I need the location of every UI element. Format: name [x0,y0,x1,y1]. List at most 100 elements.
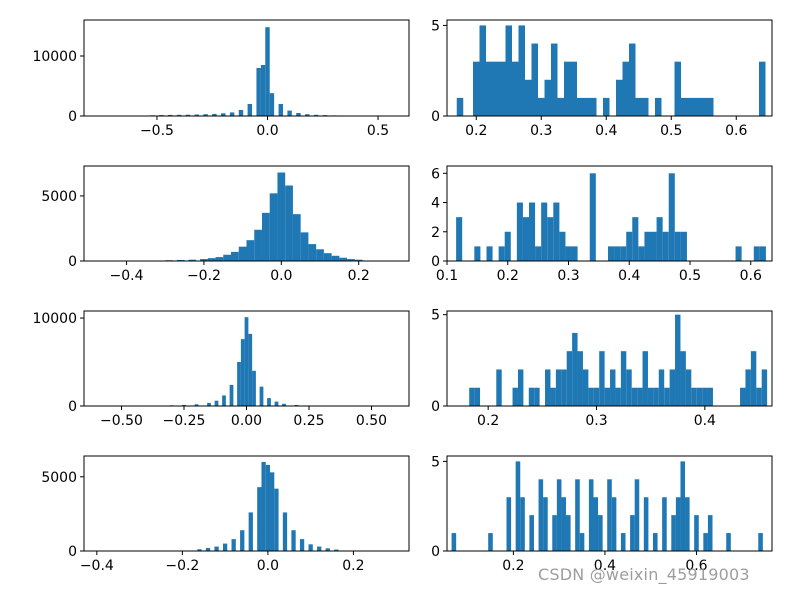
x-tick-label: 0.5 [367,123,389,139]
histogram-bar [292,214,301,261]
histogram-bar [579,533,585,551]
histogram-bar [237,362,241,406]
histogram-bar [473,61,480,116]
watermark: CSDN @weixin_45919003 [538,565,750,584]
histogram-bar [696,387,703,406]
axes-frame [446,19,773,117]
histogram-bar [675,497,681,551]
histogram-bar [685,497,690,551]
histogram-bar [758,533,763,551]
histogram-bar [261,461,266,551]
y-tick-label: 0 [431,399,440,415]
histogram-bar [614,246,621,261]
histogram-bar [583,97,590,116]
histogram-bar [610,369,616,406]
histogram-bar [207,258,216,261]
histogram-bar [662,231,669,261]
x-tick-label: 0.5 [660,123,682,139]
histogram-bar [547,217,554,261]
y-tick-label: 5000 [41,470,77,486]
histogram-bar [735,246,742,261]
histogram-bar [691,387,697,406]
histogram-bar [182,404,186,406]
x-tick-label: −0.4 [110,268,144,284]
histogram-bar [652,533,658,551]
histogram-bar [707,387,713,406]
axes-frame [83,455,410,552]
subplot-r4-c1: −0.4 −0.2 0.0 0.2 0 5000 [41,455,410,574]
histogram-bar [512,387,518,406]
histogram-bar [707,515,713,551]
histogram-bar [564,61,571,116]
histogram-bar [599,351,605,406]
histogram-bar [552,515,557,551]
histogram-bar [534,387,540,406]
histogram-bar [469,387,475,406]
histogram-bar [300,232,309,261]
histogram-bar [221,113,226,116]
histogram-bar [726,533,731,551]
histogram-bar [622,61,629,116]
histogram-bar [528,387,535,406]
histogram-bar [504,231,511,261]
histogram-bar [214,400,219,406]
histogram-bar [543,497,548,551]
histogram-bar [313,114,319,116]
subplot-r3-c2: 0.2 0.3 0.4 0 5 [431,308,773,429]
histogram-bar [308,244,317,261]
histogram-bar [626,369,632,406]
x-tick-label: 0.0 [270,268,292,284]
histogram-bar [703,533,708,551]
histogram-bar [265,464,271,551]
histogram-bar [347,259,355,261]
histogram-bar [492,61,499,116]
histogram-bar [631,387,638,406]
y-tick-label: 0 [431,544,440,560]
histogram-bar [647,387,654,406]
x-tick-label: −0.25 [163,413,206,429]
histogram-bar [561,369,567,406]
histogram-bar [325,548,330,551]
histogram-bar [296,113,301,116]
histogram-bar [593,387,600,406]
histogram-bar [572,332,578,406]
histogram-bar [577,97,584,116]
histogram-bar [456,217,463,261]
x-tick-label: −0.50 [100,413,143,429]
histogram-bar [687,97,694,116]
histogram-bar [650,231,657,261]
histogram-bar [269,93,275,116]
histogram-bar [261,212,270,261]
x-tick-label: 0.2 [502,558,524,574]
histogram-bar [589,173,596,261]
histogram-bar [642,97,649,116]
histogram-bar [630,515,635,551]
histogram-bar [214,546,219,551]
y-tick-label: 4 [431,196,440,212]
histogram-bar [176,259,185,261]
x-tick-label: 0.6 [725,123,747,139]
histogram-bar [244,317,249,406]
histogram-bar [561,497,567,551]
histogram-bar [194,114,199,116]
histogram-bar [238,110,244,116]
histogram-bar [505,25,512,116]
histogram-bar [265,27,270,117]
histogram-bar [571,246,578,261]
histogram-bar [632,217,639,261]
histogram-bar [308,544,313,551]
histogram-bar [700,97,707,116]
axes-frame [446,165,773,262]
histogram-bar [522,217,529,261]
histogram-bar [222,543,228,551]
histogram-bar [637,387,643,406]
histogram-bar [331,255,340,261]
subplot-r4-c2: 0.2 0.4 0.6 0 5 [431,454,773,574]
histogram-bar [544,79,551,116]
histogram-bar [354,259,363,261]
axes-frame [446,310,773,407]
subplot-r2-c2: 0.1 0.2 0.3 0.4 0.5 0.6 0 2 4 6 [431,165,773,284]
x-tick-label: 0.4 [594,558,616,574]
histogram-bar [680,461,686,551]
histogram-bar [668,173,675,261]
